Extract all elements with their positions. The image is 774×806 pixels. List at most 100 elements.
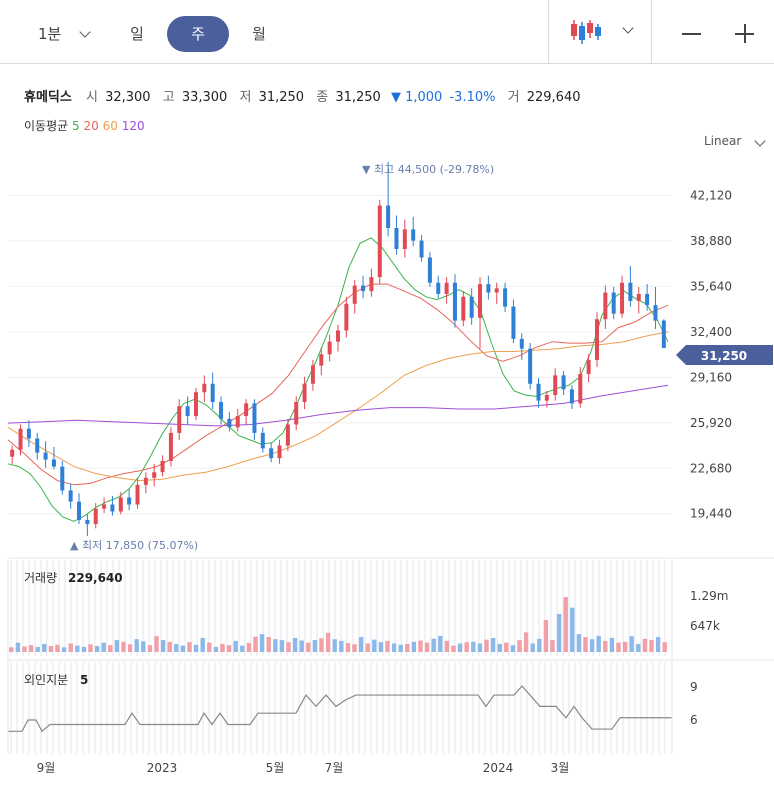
tab-interval[interactable]: 1분 bbox=[28, 16, 102, 52]
volume-bar bbox=[28, 645, 34, 652]
volume-bar bbox=[88, 644, 93, 652]
candle-body bbox=[586, 359, 591, 374]
volume-bar bbox=[35, 646, 40, 652]
candle-body bbox=[68, 490, 73, 502]
volume-bar bbox=[570, 607, 575, 652]
chart-type-selector[interactable] bbox=[560, 14, 644, 50]
candle-body bbox=[478, 284, 483, 318]
tab-month[interactable]: 월 bbox=[252, 25, 266, 43]
volume-panel-title: 거래량 bbox=[24, 571, 57, 585]
volume-bar bbox=[471, 641, 476, 652]
high-value: 33,300 bbox=[181, 90, 228, 105]
candle-body bbox=[661, 320, 666, 348]
candle-body bbox=[503, 288, 508, 307]
foreign-tick-1: 9 bbox=[690, 680, 698, 694]
volume-bar bbox=[226, 645, 232, 652]
volume-bar bbox=[451, 645, 456, 652]
volume-bar bbox=[510, 645, 516, 652]
volume-bar bbox=[167, 641, 172, 652]
volume-bar bbox=[220, 643, 225, 652]
candle-body bbox=[402, 229, 407, 250]
ma5-line bbox=[7, 237, 669, 522]
volume-bar bbox=[477, 643, 483, 652]
volume-bar bbox=[563, 597, 568, 652]
candle-body bbox=[10, 449, 15, 457]
candle-body bbox=[336, 330, 340, 342]
tab-day[interactable]: 일 bbox=[130, 25, 144, 43]
volume-bar bbox=[55, 644, 60, 652]
volume-bar bbox=[589, 639, 595, 652]
open-label: 시 bbox=[85, 90, 98, 105]
candle-body bbox=[553, 375, 558, 395]
volume-bar bbox=[523, 632, 529, 652]
volume-bar bbox=[81, 646, 87, 652]
candle-body bbox=[269, 448, 274, 459]
period-toolbar: 1분 일 주 월 bbox=[0, 0, 774, 64]
ma20-line bbox=[7, 283, 669, 486]
candle-body bbox=[620, 282, 625, 314]
candle-body bbox=[411, 229, 416, 241]
chevron-down-icon bbox=[754, 135, 766, 147]
foreign-panel-value: 5 bbox=[80, 673, 88, 687]
volume-bar bbox=[233, 640, 238, 652]
volume-bar bbox=[240, 645, 245, 652]
low-annotation: ▲ 최저 17,850 (75.07%) bbox=[70, 539, 198, 552]
volume-tick-1: 1.29m bbox=[690, 589, 728, 603]
candle-body bbox=[461, 296, 466, 321]
candlestick-icon bbox=[571, 20, 601, 44]
volume-bar bbox=[391, 643, 397, 652]
candle-body bbox=[511, 306, 516, 339]
volume-bar bbox=[213, 646, 219, 652]
candle-body bbox=[377, 205, 382, 278]
volume-bar bbox=[292, 637, 298, 652]
volume-bar bbox=[484, 639, 489, 652]
candle-body bbox=[578, 373, 583, 404]
close-label: 종 bbox=[316, 90, 329, 105]
price-tick-label: 35,640 bbox=[690, 279, 732, 293]
candle-body bbox=[444, 282, 449, 294]
price-gridlines bbox=[8, 194, 672, 515]
volume-bar bbox=[649, 640, 654, 652]
volume-bar bbox=[636, 643, 641, 652]
volume-bar bbox=[174, 643, 179, 652]
volume-bar bbox=[200, 637, 205, 652]
volume-bar bbox=[108, 645, 113, 652]
volume-bar bbox=[299, 640, 304, 652]
candle-body bbox=[310, 365, 315, 384]
volume-bars bbox=[9, 597, 667, 652]
volume-bar bbox=[504, 642, 509, 652]
volume-bar bbox=[543, 620, 549, 652]
candle-body bbox=[427, 257, 432, 283]
candle-body bbox=[219, 402, 224, 419]
candle-body bbox=[235, 416, 240, 428]
candle-body bbox=[327, 341, 332, 355]
ma120-label: 120 bbox=[121, 119, 145, 133]
tab-week[interactable]: 주 bbox=[167, 16, 229, 52]
chevron-down-icon bbox=[622, 22, 634, 34]
candle-body bbox=[110, 504, 115, 512]
volume-bar bbox=[127, 644, 133, 652]
candle-body bbox=[469, 296, 474, 318]
volume-bar bbox=[193, 644, 199, 652]
scale-mode-selector[interactable]: Linear bbox=[704, 134, 766, 148]
volume-bar bbox=[9, 647, 14, 652]
zoom-out-button[interactable] bbox=[672, 16, 712, 52]
candle-body bbox=[202, 383, 207, 393]
ma60-label: 60 bbox=[102, 119, 118, 133]
volume-bar bbox=[180, 645, 186, 652]
candle-body bbox=[152, 472, 157, 478]
chevron-down-icon bbox=[79, 26, 91, 38]
candle-body bbox=[536, 383, 541, 401]
candle-body bbox=[386, 205, 391, 228]
foreign-panel-title: 외인지분 bbox=[24, 673, 68, 687]
volume-bar bbox=[490, 637, 496, 652]
stock-summary: 휴메딕스 시 32,300 고 33,300 저 31,250 종 31,250… bbox=[24, 86, 584, 105]
candle-body bbox=[636, 293, 641, 301]
candle-body bbox=[544, 395, 549, 401]
ma120-line bbox=[7, 384, 669, 427]
volume-bar bbox=[629, 636, 634, 652]
volume-bar bbox=[622, 641, 628, 652]
time-tick-label: 2023 bbox=[147, 761, 178, 775]
zoom-in-button[interactable] bbox=[726, 16, 766, 52]
volume-bar bbox=[358, 637, 364, 652]
